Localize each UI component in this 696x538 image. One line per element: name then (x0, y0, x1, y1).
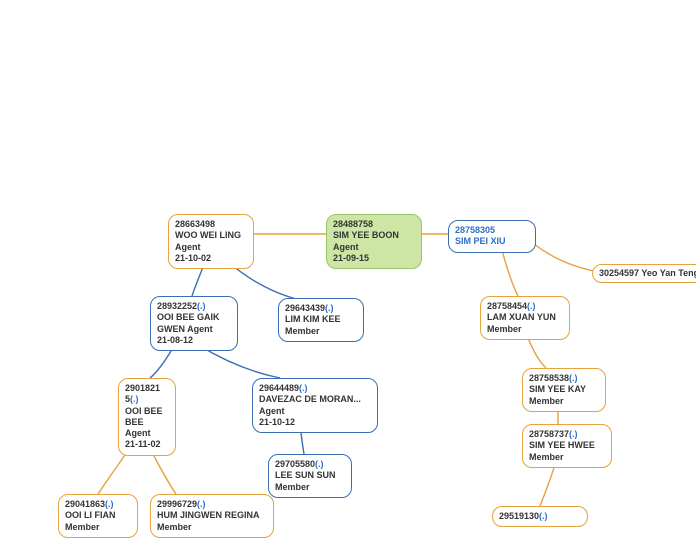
node-line: OOI BEE (125, 406, 169, 417)
node-ooi-bee-gaik[interactable]: 28932252(.) OOI BEE GAIK GWEN Agent 21-0… (150, 296, 238, 351)
node-line: Agent (333, 242, 415, 253)
node-id-row: 28932252(.) (157, 301, 231, 312)
node-line: GWEN Agent (157, 324, 231, 335)
node-line: WOO WEI LING (175, 230, 247, 241)
node-id-row: 29643439(.) (285, 303, 357, 314)
node-line: Member (285, 326, 357, 337)
node-id-row: 28758737(.) (529, 429, 605, 440)
node-sim-yee-kay[interactable]: 28758538(.) SIM YEE KAY Member (522, 368, 606, 412)
node-line: Agent (259, 406, 371, 417)
node-id-row: 28758538(.) (529, 373, 599, 384)
node-id-row: 29519130(.) (499, 511, 581, 522)
node-id: 28758305 (455, 225, 529, 236)
node-line: SIM YEE KAY (529, 384, 599, 395)
node-line: 28488758 (333, 219, 415, 230)
node-line: 2901821 (125, 383, 169, 394)
node-line: 21-10-12 (259, 417, 371, 428)
node-id-row: 29996729(.) (157, 499, 267, 510)
node-ooi-bee-bee[interactable]: 2901821 5(.) OOI BEE BEE Agent 21-11-02 (118, 378, 176, 456)
node-text: 30254597 Yeo Yan Teng (599, 268, 696, 278)
node-line: OOI BEE GAIK (157, 312, 231, 323)
node-sim-yee-boon[interactable]: 28488758 SIM YEE BOON Agent 21-09-15 (326, 214, 422, 269)
node-id-row: 29644489(.) (259, 383, 371, 394)
node-line: Member (65, 522, 131, 533)
node-woo-wei-ling[interactable]: 28663498 WOO WEI LING Agent 21-10-02 (168, 214, 254, 269)
node-bottom-right-partial[interactable]: 29519130(.) (492, 506, 588, 527)
node-line: 21-11-02 (125, 439, 169, 450)
node-davezac[interactable]: 29644489(.) DAVEZAC DE MORAN... Agent 21… (252, 378, 378, 433)
node-line: Member (529, 396, 599, 407)
node-ooi-li-fian[interactable]: 29041863(.) OOI LI FIAN Member (58, 494, 138, 538)
node-line: Member (529, 452, 605, 463)
node-line: Agent (175, 242, 247, 253)
node-yeo-yan-teng[interactable]: 30254597 Yeo Yan Teng (592, 264, 696, 283)
node-line: SIM YEE BOON (333, 230, 415, 241)
node-line: Member (275, 482, 345, 493)
node-line: BEE (125, 417, 169, 428)
node-line: LIM KIM KEE (285, 314, 357, 325)
node-id-row: 28758454(.) (487, 301, 563, 312)
node-line: 21-08-12 (157, 335, 231, 346)
node-line: Agent (125, 428, 169, 439)
node-id-row: 29041863(.) (65, 499, 131, 510)
node-hum-jingwen[interactable]: 29996729(.) HUM JINGWEN REGINA Member (150, 494, 274, 538)
node-line: Member (487, 324, 563, 335)
node-id-row: 5(.) (125, 394, 169, 405)
node-line: 21-10-02 (175, 253, 247, 264)
node-line: Member (157, 522, 267, 533)
node-line: DAVEZAC DE MORAN... (259, 394, 371, 405)
node-line: SIM YEE HWEE (529, 440, 605, 451)
node-line: 21-09-15 (333, 253, 415, 264)
node-lam-xuan-yun[interactable]: 28758454(.) LAM XUAN YUN Member (480, 296, 570, 340)
node-line: LAM XUAN YUN (487, 312, 563, 323)
node-id-row: 29705580(.) (275, 459, 345, 470)
node-sim-yee-hwee[interactable]: 28758737(.) SIM YEE HWEE Member (522, 424, 612, 468)
node-line: 28663498 (175, 219, 247, 230)
node-sim-pei-xiu[interactable]: 28758305 SIM PEI XIU (448, 220, 536, 253)
node-lim-kim-kee[interactable]: 29643439(.) LIM KIM KEE Member (278, 298, 364, 342)
node-name: SIM PEI XIU (455, 236, 529, 247)
node-line: LEE SUN SUN (275, 470, 345, 481)
node-lee-sun-sun[interactable]: 29705580(.) LEE SUN SUN Member (268, 454, 352, 498)
